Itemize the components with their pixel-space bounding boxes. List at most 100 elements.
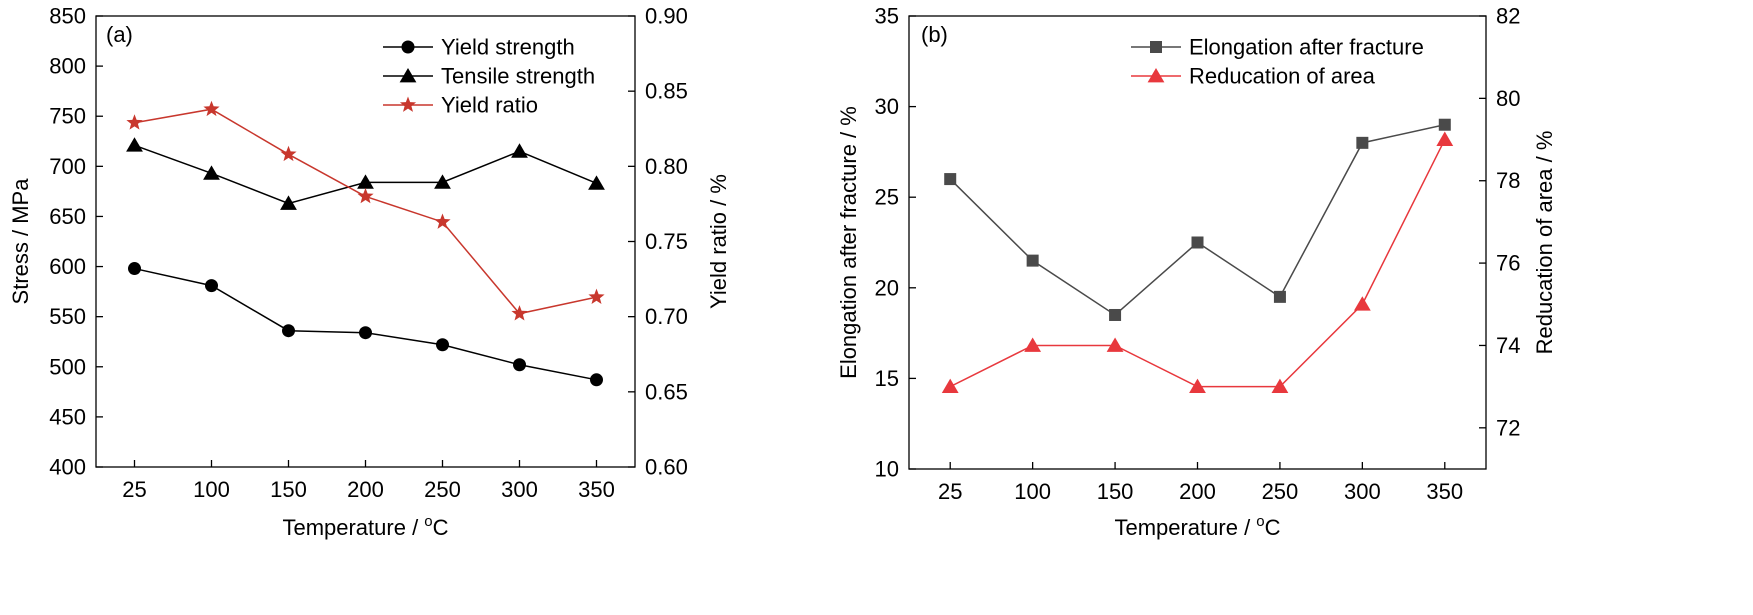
y2-axis-title: Yield ratio / % bbox=[706, 174, 731, 309]
data-point bbox=[1271, 378, 1289, 394]
data-point bbox=[205, 279, 218, 293]
series-elongation-after-fracture bbox=[944, 118, 1451, 321]
x-tick-label: 100 bbox=[1014, 479, 1051, 504]
data-point bbox=[126, 137, 143, 152]
y-axis-title: Stress / MPa bbox=[8, 178, 33, 305]
y2-tick-label: 0.60 bbox=[645, 455, 688, 480]
panel-label: (a) bbox=[106, 22, 133, 47]
y-tick-label: 700 bbox=[49, 154, 86, 179]
x-axis-title-text: Temperature / bbox=[1114, 515, 1256, 540]
x-axis-title-degree: o bbox=[424, 513, 432, 530]
data-point bbox=[1106, 337, 1124, 352]
y2-tick-label: 78 bbox=[1496, 168, 1520, 193]
y2-tick-label: 72 bbox=[1496, 415, 1520, 440]
x-tick-label: 300 bbox=[501, 477, 538, 502]
legend-entry: Yield strength bbox=[383, 35, 575, 60]
legend-marker bbox=[401, 40, 415, 54]
series-tensile-strength bbox=[126, 137, 605, 210]
y-tick-label: 400 bbox=[49, 455, 86, 480]
y-tick-label: 850 bbox=[49, 4, 86, 29]
data-point bbox=[357, 174, 374, 189]
x-axis-title: Temperature / oC bbox=[1114, 513, 1280, 540]
legend-label: Yield ratio bbox=[441, 93, 538, 118]
x-tick-label: 150 bbox=[1097, 479, 1134, 504]
x-tick-label: 250 bbox=[1262, 479, 1299, 504]
data-point bbox=[126, 114, 143, 130]
data-point bbox=[1024, 337, 1042, 352]
data-point bbox=[1273, 290, 1286, 303]
x-tick-label: 250 bbox=[424, 477, 461, 502]
legend-entry: Reducation of area bbox=[1131, 64, 1376, 89]
data-point bbox=[511, 305, 528, 321]
y-tick-label: 500 bbox=[49, 354, 86, 379]
data-point bbox=[280, 145, 297, 162]
chart-panel-a: 400 450 500 550 600 650 700 750 800 850 0.60 0.65 0.… bbox=[8, 4, 731, 541]
x-tick-label: 25 bbox=[938, 479, 962, 504]
x-tick-label: 150 bbox=[270, 477, 307, 502]
data-point bbox=[1438, 118, 1451, 131]
y-tick-label: 30 bbox=[875, 94, 899, 119]
y2-tick-label: 0.90 bbox=[645, 4, 688, 29]
x-tick-label: 300 bbox=[1344, 479, 1381, 504]
x-tick-label: 350 bbox=[578, 477, 615, 502]
legend-entry: Tensile strength bbox=[383, 64, 595, 89]
y2-tick-label: 74 bbox=[1496, 333, 1520, 358]
y-tick-label: 600 bbox=[49, 254, 86, 279]
x-tick-label: 200 bbox=[347, 477, 384, 502]
data-point bbox=[128, 262, 141, 276]
y2-tick-label: 0.85 bbox=[645, 79, 688, 104]
legend-entry: Elongation after fracture bbox=[1131, 35, 1424, 60]
y2-tick-label: 0.65 bbox=[645, 379, 688, 404]
data-point bbox=[434, 174, 451, 189]
y-tick-label: 800 bbox=[49, 54, 86, 79]
data-point bbox=[282, 324, 295, 338]
y-tick-label: 550 bbox=[49, 304, 86, 329]
legend-label: Elongation after fracture bbox=[1189, 35, 1424, 60]
y2-tick-label: 76 bbox=[1496, 251, 1520, 276]
y2-tick-label: 0.75 bbox=[645, 229, 688, 254]
x-tick-label: 200 bbox=[1179, 479, 1216, 504]
data-point bbox=[1436, 131, 1454, 146]
series-reducation-of-area bbox=[941, 131, 1454, 394]
y-tick-label: 10 bbox=[875, 457, 899, 482]
x-axis-title-text: Temperature / bbox=[282, 515, 424, 540]
y-tick-label: 15 bbox=[875, 366, 899, 391]
x-tick-label: 350 bbox=[1426, 479, 1463, 504]
x-axis-title-degree: o bbox=[1256, 513, 1264, 530]
data-point bbox=[434, 213, 451, 229]
y-tick-label: 35 bbox=[875, 4, 899, 29]
y-axis-title: Elongation after fracture / % bbox=[836, 106, 861, 379]
y-tick-label: 650 bbox=[49, 204, 86, 229]
data-point bbox=[359, 326, 372, 340]
legend-label: Reducation of area bbox=[1189, 64, 1376, 89]
y-tick-label: 450 bbox=[49, 404, 86, 429]
data-point bbox=[1109, 308, 1122, 321]
data-point bbox=[203, 100, 220, 117]
panel-label: (b) bbox=[921, 22, 948, 47]
y-tick-label: 20 bbox=[875, 275, 899, 300]
data-point bbox=[511, 143, 528, 158]
chart-panel-b: 10 15 20 25 30 35 72 74 76 78 80 82 25 100 150 200 250 30… bbox=[836, 4, 1557, 541]
data-point bbox=[1189, 378, 1206, 394]
y2-tick-label: 80 bbox=[1496, 86, 1520, 111]
data-point bbox=[357, 187, 374, 204]
legend-label: Yield strength bbox=[441, 35, 575, 60]
legend-entry: Yield ratio bbox=[383, 93, 538, 118]
series-line bbox=[134, 108, 597, 315]
series-line bbox=[949, 139, 1446, 388]
data-point bbox=[941, 378, 959, 394]
legend-marker bbox=[399, 96, 417, 112]
data-point bbox=[1353, 296, 1371, 311]
data-point bbox=[1356, 136, 1369, 149]
x-tick-label: 25 bbox=[122, 477, 146, 502]
data-point bbox=[436, 338, 449, 352]
x-axis-title-unit: C bbox=[433, 515, 449, 540]
data-point bbox=[588, 288, 605, 304]
y2-tick-label: 82 bbox=[1496, 4, 1520, 29]
legend-label: Tensile strength bbox=[441, 64, 595, 89]
series-yield-ratio bbox=[126, 100, 605, 321]
y-tick-label: 750 bbox=[49, 104, 86, 129]
legend-marker bbox=[1150, 41, 1162, 53]
